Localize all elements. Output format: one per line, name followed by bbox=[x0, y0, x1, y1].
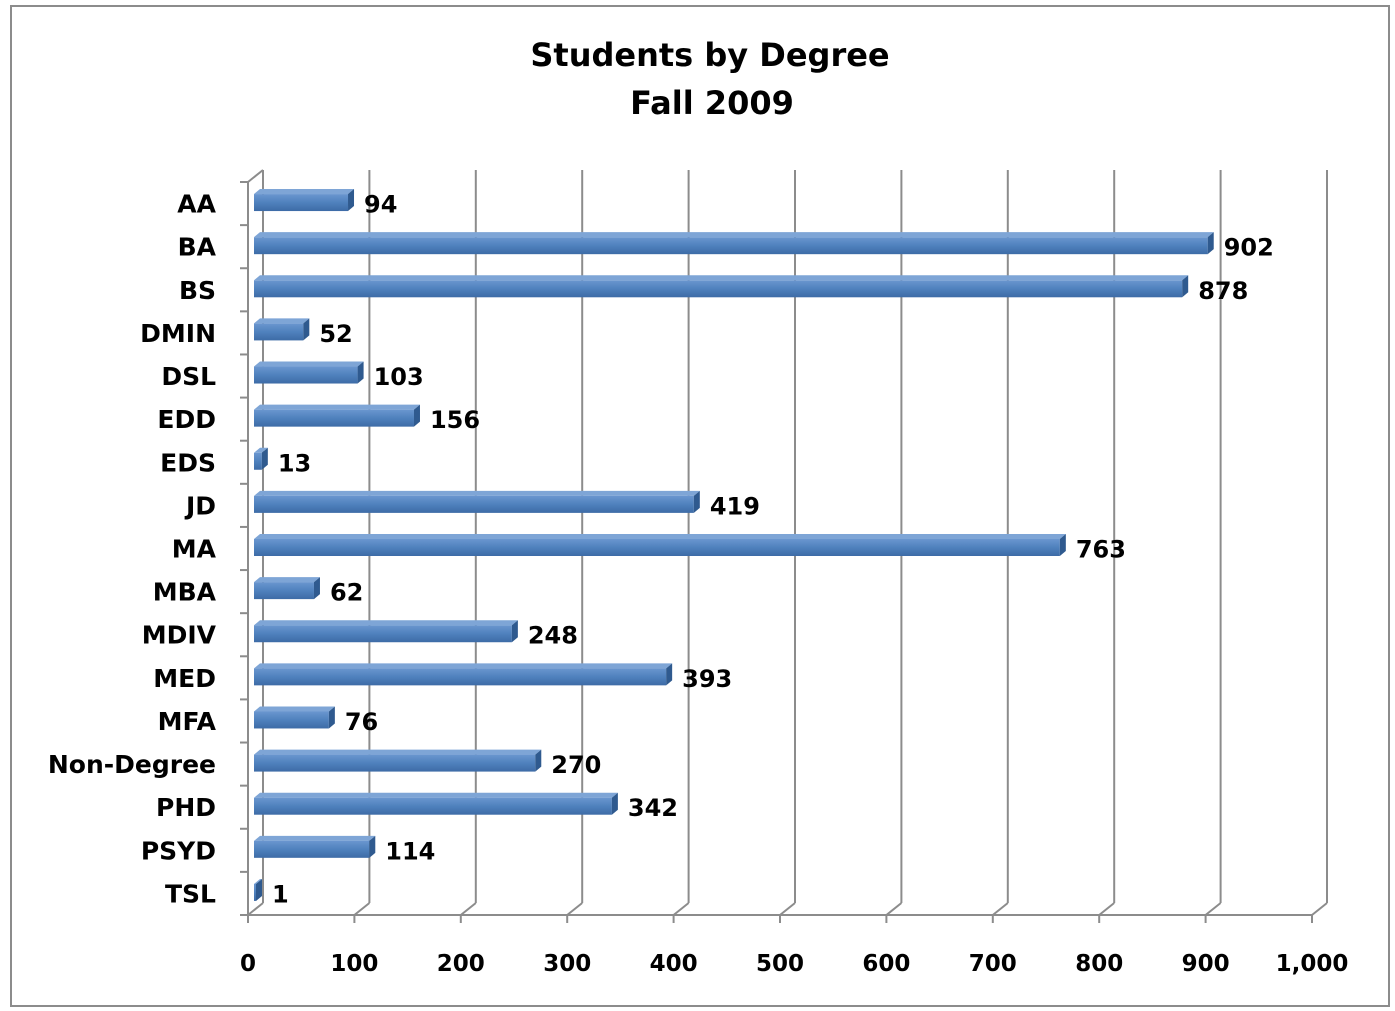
value-label-0: 94 bbox=[364, 191, 397, 219]
floor-line-4 bbox=[672, 902, 690, 916]
value-label-12: 76 bbox=[345, 708, 378, 736]
value-label-14: 342 bbox=[628, 794, 678, 822]
category-label-7: JD bbox=[184, 491, 216, 520]
floor-line-3 bbox=[566, 902, 583, 916]
x-tick-label-7: 700 bbox=[969, 951, 1017, 977]
bar-8 bbox=[254, 534, 1066, 556]
x-tick-label-6: 600 bbox=[862, 951, 910, 977]
floor-line-10 bbox=[1311, 902, 1328, 916]
value-label-6: 13 bbox=[278, 449, 311, 477]
x-tick-label-2: 200 bbox=[437, 951, 485, 977]
value-label-1: 902 bbox=[1224, 234, 1274, 262]
x-tick-label-3: 300 bbox=[543, 951, 591, 977]
x-tick-label-9: 900 bbox=[1182, 951, 1230, 977]
category-label-5: EDD bbox=[157, 405, 216, 434]
bar-4 bbox=[254, 361, 364, 384]
value-label-5: 156 bbox=[430, 406, 480, 434]
x-tick-label-0: 0 bbox=[240, 951, 256, 977]
category-label-0: AA bbox=[177, 190, 216, 219]
category-label-12: MFA bbox=[158, 707, 217, 736]
bar-11 bbox=[254, 663, 673, 686]
x-tick-label-8: 800 bbox=[1075, 951, 1123, 977]
bar-7 bbox=[254, 490, 700, 513]
chart-frame bbox=[10, 5, 1390, 1007]
bar-10 bbox=[254, 620, 518, 643]
floor-line-6 bbox=[885, 902, 903, 916]
value-label-2: 878 bbox=[1198, 277, 1248, 305]
x-tick-label-1: 100 bbox=[330, 951, 378, 977]
x-tick-label-10: 1,000 bbox=[1276, 951, 1349, 977]
floor-line-0 bbox=[247, 902, 264, 916]
value-label-7: 419 bbox=[710, 492, 760, 520]
category-label-15: PSYD bbox=[141, 836, 216, 865]
category-label-4: DSL bbox=[161, 362, 216, 391]
category-label-14: PHD bbox=[156, 793, 216, 822]
value-label-11: 393 bbox=[682, 665, 732, 693]
floor-line-5 bbox=[779, 902, 796, 916]
category-label-11: MED bbox=[153, 664, 216, 693]
floor-line-1 bbox=[353, 902, 371, 916]
y-axis-depth-line bbox=[247, 169, 264, 183]
category-label-6: EDS bbox=[160, 448, 216, 477]
category-label-3: DMIN bbox=[140, 319, 216, 348]
bar-9 bbox=[254, 577, 320, 600]
value-label-16: 1 bbox=[272, 880, 289, 908]
category-label-1: BA bbox=[178, 233, 217, 262]
category-label-8: MA bbox=[172, 535, 217, 564]
floor-line-7 bbox=[992, 902, 1009, 916]
bar-2 bbox=[254, 275, 1189, 298]
bar-16 bbox=[254, 878, 262, 901]
category-label-10: MDIV bbox=[142, 621, 217, 650]
bar-1 bbox=[254, 232, 1214, 255]
bar-15 bbox=[254, 835, 376, 858]
category-label-2: BS bbox=[179, 276, 216, 305]
floor-line-2 bbox=[460, 902, 477, 916]
bar-14 bbox=[254, 792, 618, 815]
chart-subtitle: Fall 2009 bbox=[630, 84, 794, 122]
category-label-16: TSL bbox=[165, 879, 216, 908]
value-label-8: 763 bbox=[1076, 536, 1126, 564]
chart-title: Students by Degree bbox=[530, 36, 889, 74]
axes bbox=[240, 169, 1313, 923]
floor-line-9 bbox=[1204, 902, 1222, 916]
value-label-13: 270 bbox=[551, 751, 601, 779]
value-label-4: 103 bbox=[374, 363, 424, 391]
category-label-9: MBA bbox=[153, 578, 217, 607]
value-label-15: 114 bbox=[385, 837, 435, 865]
x-tick-label-4: 400 bbox=[650, 951, 698, 977]
category-label-13: Non-Degree bbox=[48, 750, 216, 779]
labels: 0 100 200 300 400 500 600 700 800 900 1,000 AA 94 BA 9… bbox=[48, 190, 1349, 977]
bar-12 bbox=[254, 706, 335, 729]
bar-13 bbox=[254, 749, 542, 772]
x-tick-label-5: 500 bbox=[756, 951, 804, 977]
bar-5 bbox=[254, 404, 420, 427]
bar-0 bbox=[254, 189, 355, 212]
value-label-3: 52 bbox=[319, 320, 352, 348]
value-label-9: 62 bbox=[330, 579, 363, 607]
bar-6 bbox=[254, 447, 268, 470]
bars bbox=[254, 189, 1214, 901]
value-label-10: 248 bbox=[528, 622, 578, 650]
floor-line-8 bbox=[1098, 902, 1115, 916]
bar-3 bbox=[254, 318, 310, 341]
